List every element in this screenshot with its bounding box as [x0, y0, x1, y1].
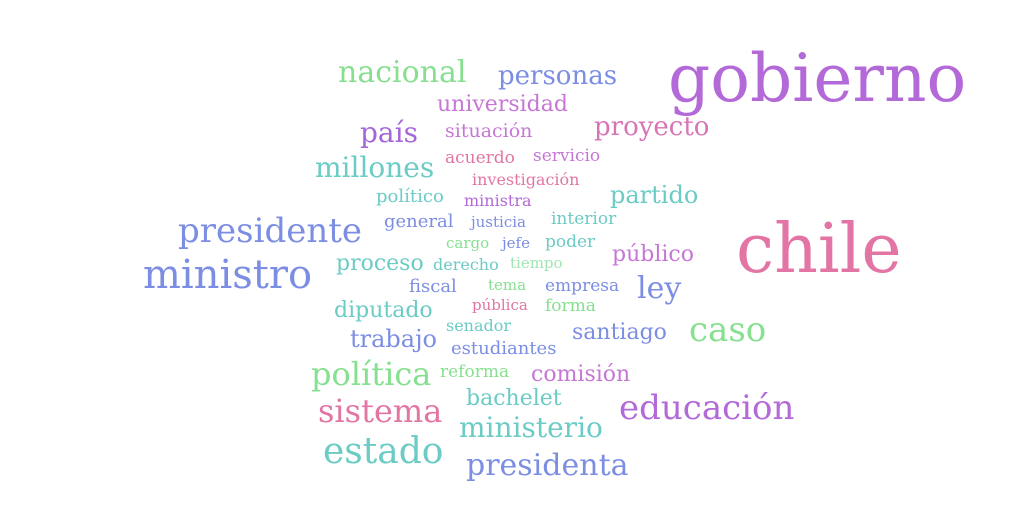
word-investigacion: investigación — [472, 170, 580, 189]
word-personas: personas — [498, 61, 618, 91]
word-chile: chile — [736, 210, 902, 289]
word-universidad: universidad — [437, 92, 568, 117]
word-servicio: servicio — [533, 146, 601, 166]
word-educacion: educación — [619, 388, 795, 428]
word-poder: poder — [545, 232, 596, 252]
word-estado: estado — [323, 431, 444, 472]
word-justicia: justicia — [471, 213, 526, 231]
word-comision: comisión — [531, 362, 631, 387]
word-gobierno: gobierno — [668, 40, 967, 117]
word-ministro: ministro — [143, 252, 313, 298]
word-interior: interior — [551, 209, 617, 229]
word-presidenta: presidenta — [466, 448, 629, 483]
word-pais: país — [360, 116, 418, 149]
word-presidente: presidente — [178, 211, 363, 251]
word-publico: público — [612, 242, 694, 267]
word-tiempo: tiempo — [510, 254, 563, 272]
word-bachelet: bachelet — [466, 386, 562, 411]
word-ley: ley — [637, 271, 682, 306]
word-general: general — [384, 211, 454, 232]
word-politico: político — [376, 186, 444, 207]
word-reforma: reforma — [440, 362, 510, 382]
word-tema: tema — [488, 276, 527, 294]
word-diputado: diputado — [334, 298, 433, 323]
word-forma: forma — [545, 296, 596, 316]
word-empresa: empresa — [545, 276, 620, 296]
word-publica: pública — [472, 296, 528, 314]
word-ministra: ministra — [464, 191, 532, 210]
word-estudiantes: estudiantes — [451, 338, 557, 359]
word-cargo: cargo — [446, 234, 490, 252]
word-fiscal: fiscal — [409, 276, 457, 297]
word-sistema: sistema — [318, 392, 443, 430]
word-situacion: situación — [445, 120, 533, 142]
word-ministerio: ministerio — [459, 411, 603, 444]
word-proceso: proceso — [336, 251, 424, 276]
word-derecho: derecho — [433, 255, 499, 274]
word-acuerdo: acuerdo — [445, 148, 515, 168]
word-trabajo: trabajo — [350, 325, 437, 353]
word-partido: partido — [610, 181, 699, 209]
word-caso: caso — [689, 310, 767, 350]
word-santiago: santiago — [572, 320, 667, 345]
word-millones: millones — [315, 151, 435, 184]
word-jefe: jefe — [502, 234, 530, 252]
word-senador: senador — [446, 316, 512, 335]
word-politica: política — [311, 355, 432, 393]
word-proyecto: proyecto — [594, 112, 710, 142]
word-nacional: nacional — [338, 55, 467, 90]
